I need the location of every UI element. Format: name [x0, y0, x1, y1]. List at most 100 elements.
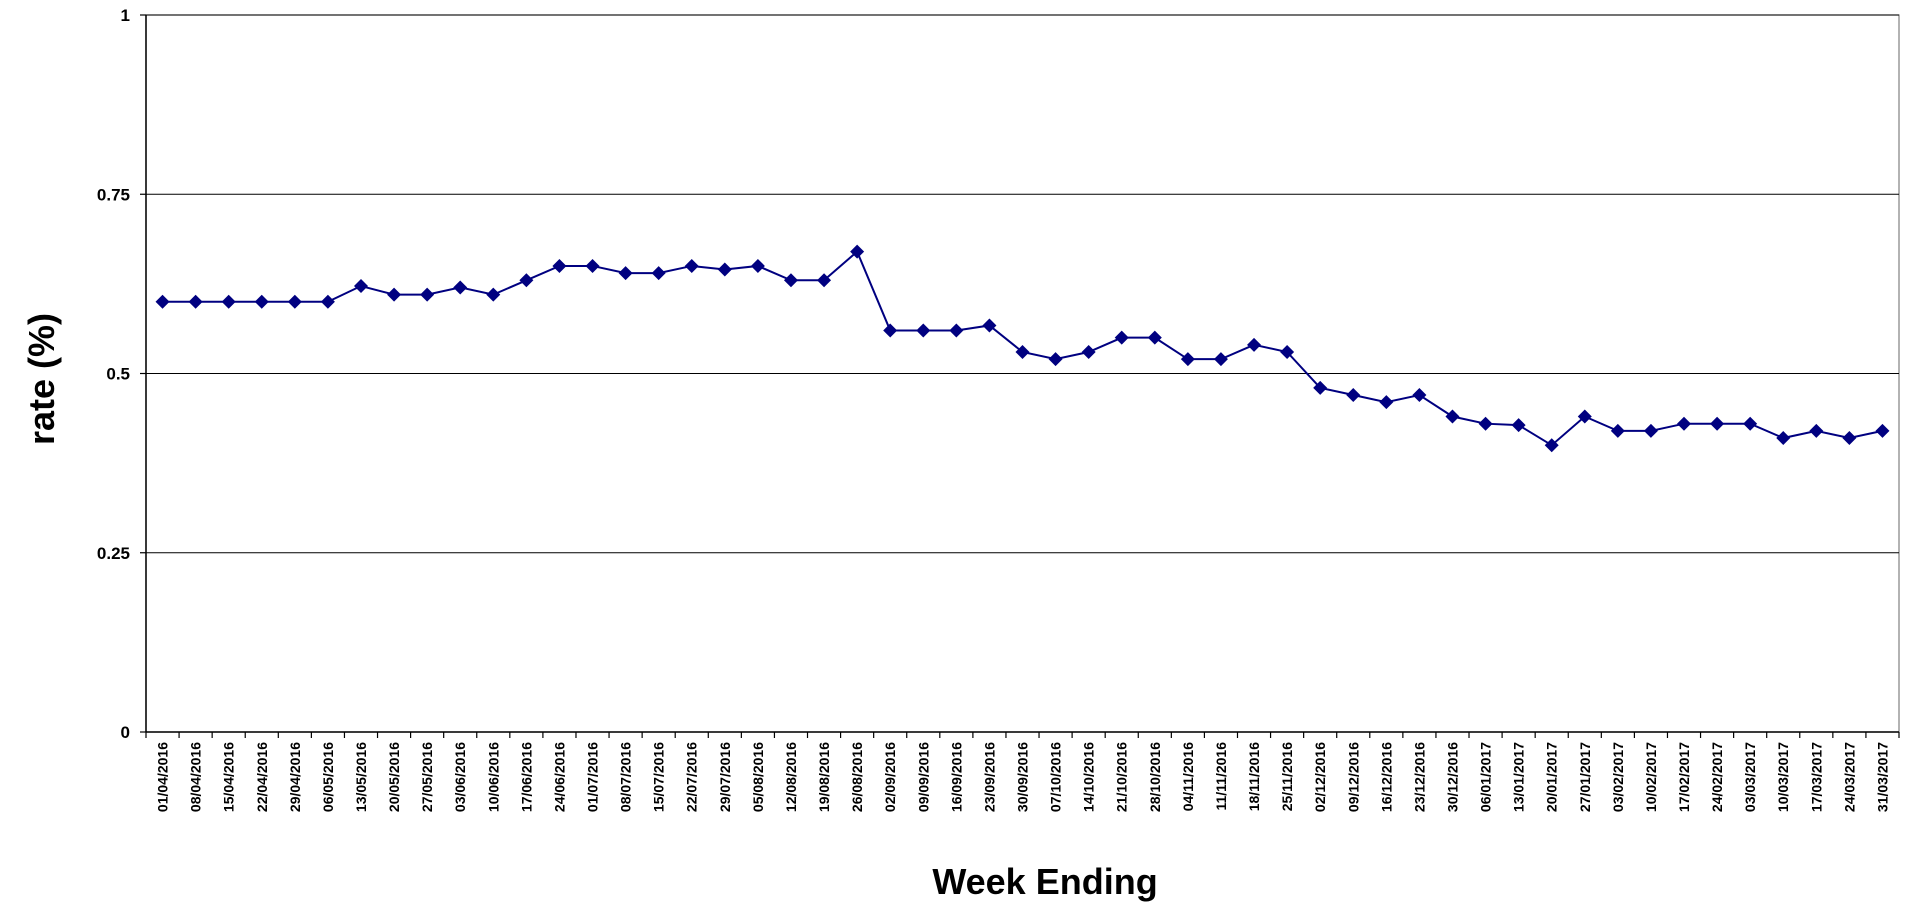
x-tick-label: 05/08/2016 [750, 742, 766, 812]
data-point [1875, 423, 1890, 438]
x-tick-label: 17/02/2017 [1676, 742, 1692, 812]
x-tick-label: 10/02/2017 [1643, 742, 1659, 812]
data-point [287, 294, 302, 309]
data-point [850, 244, 865, 259]
data-point [353, 279, 368, 294]
data-point [221, 294, 236, 309]
x-tick-label: 09/09/2016 [915, 742, 931, 812]
x-tick-label: 06/05/2016 [320, 742, 336, 812]
x-tick-label: 03/06/2016 [452, 742, 468, 812]
data-point [254, 294, 269, 309]
data-point [1412, 388, 1427, 403]
data-point [1610, 423, 1625, 438]
data-point [1247, 337, 1262, 352]
x-tick-label: 30/09/2016 [1015, 742, 1031, 812]
data-point [618, 266, 633, 281]
data-point [1048, 352, 1063, 367]
data-point [982, 318, 997, 333]
x-tick-label: 18/11/2016 [1246, 742, 1262, 812]
x-tick-label: 26/08/2016 [849, 742, 865, 812]
x-tick-label: 03/02/2017 [1610, 742, 1626, 812]
data-point [651, 266, 666, 281]
x-axis-title: Week Ending [932, 861, 1157, 902]
y-tick-label: 1 [121, 6, 130, 25]
data-point [1643, 423, 1658, 438]
data-point [188, 294, 203, 309]
data-point [817, 273, 832, 288]
x-tick-label: 24/02/2017 [1709, 742, 1725, 812]
data-point [1445, 409, 1460, 424]
data-point [717, 262, 732, 277]
data-point [750, 258, 765, 273]
x-tick-label: 03/03/2017 [1742, 742, 1758, 812]
x-tick-label: 06/01/2017 [1478, 742, 1494, 812]
y-tick-label: 0.5 [106, 365, 130, 384]
data-point [1710, 416, 1725, 431]
data-point [1577, 409, 1592, 424]
x-tick-label: 08/04/2016 [188, 742, 204, 812]
data-point [420, 287, 435, 302]
x-tick-label: 10/06/2016 [485, 742, 501, 812]
x-tick-label: 15/04/2016 [221, 742, 237, 812]
data-point [1114, 330, 1129, 345]
data-point [783, 273, 798, 288]
x-tick-label: 15/07/2016 [651, 742, 667, 812]
data-point [916, 323, 931, 338]
x-tick-label: 25/11/2016 [1279, 742, 1295, 812]
x-tick-label: 28/10/2016 [1147, 742, 1163, 812]
x-tick-label: 01/04/2016 [155, 742, 171, 812]
data-point [1180, 352, 1195, 367]
data-point [320, 294, 335, 309]
data-point [1015, 344, 1030, 359]
x-tick-label: 27/01/2017 [1577, 742, 1593, 812]
x-tick-label: 29/07/2016 [717, 742, 733, 812]
data-point [883, 323, 898, 338]
x-tick-label: 11/11/2016 [1213, 742, 1229, 811]
data-point [1213, 352, 1228, 367]
x-tick-label: 24/06/2016 [551, 742, 567, 812]
x-tick-label: 31/03/2017 [1874, 742, 1890, 812]
x-tick-label: 24/03/2017 [1841, 742, 1857, 812]
data-point [1809, 423, 1824, 438]
x-tick-label: 08/07/2016 [618, 742, 634, 812]
data-point [1544, 438, 1559, 453]
data-point [585, 258, 600, 273]
x-tick-label: 01/07/2016 [585, 742, 601, 812]
data-point [1842, 431, 1857, 446]
data-point [949, 323, 964, 338]
x-tick-label: 27/05/2016 [419, 742, 435, 812]
x-tick-label: 17/03/2017 [1808, 742, 1824, 812]
data-point [552, 258, 567, 273]
x-tick-label: 29/04/2016 [287, 742, 303, 812]
x-tick-label: 22/07/2016 [684, 742, 700, 812]
y-tick-label: 0 [121, 723, 130, 742]
data-point [1677, 416, 1692, 431]
x-tick-label: 17/06/2016 [518, 742, 534, 812]
data-point [684, 258, 699, 273]
x-tick-label: 14/10/2016 [1081, 742, 1097, 812]
data-point [519, 273, 534, 288]
data-point [1081, 344, 1096, 359]
x-tick-label: 21/10/2016 [1114, 742, 1130, 812]
x-tick-label: 13/01/2017 [1511, 742, 1527, 812]
data-point [486, 287, 501, 302]
data-point [1147, 330, 1162, 345]
x-tick-label: 02/12/2016 [1312, 742, 1328, 812]
x-tick-label: 20/05/2016 [386, 742, 402, 812]
x-tick-label: 16/09/2016 [948, 742, 964, 812]
x-tick-label: 04/11/2016 [1180, 742, 1196, 812]
data-point [1776, 431, 1791, 446]
y-tick-label: 0.25 [97, 544, 130, 563]
x-tick-label: 12/08/2016 [783, 742, 799, 812]
data-point [387, 287, 402, 302]
data-point [1511, 418, 1526, 433]
y-axis-title: rate (%) [21, 313, 62, 445]
x-tick-label: 16/12/2016 [1378, 742, 1394, 812]
x-tick-label: 07/10/2016 [1048, 742, 1064, 812]
data-point [1379, 395, 1394, 410]
data-point [453, 280, 468, 295]
x-tick-label: 22/04/2016 [254, 742, 270, 812]
x-tick-label: 23/12/2016 [1411, 742, 1427, 812]
data-point [1280, 344, 1295, 359]
